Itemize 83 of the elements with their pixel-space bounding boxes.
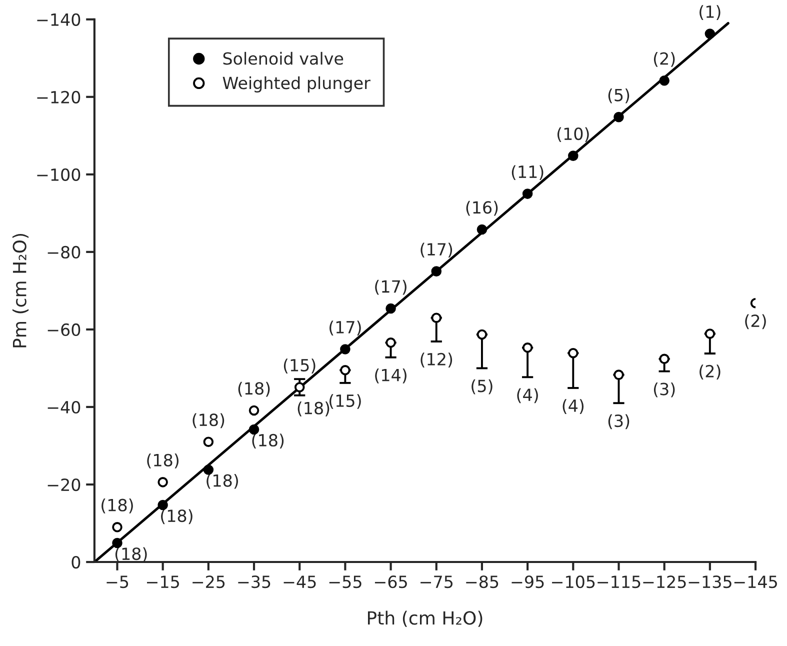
x-axis-title: Pth (cm H₂O) xyxy=(368,610,482,627)
point xyxy=(340,365,350,376)
annotation: (12) xyxy=(420,352,452,368)
point xyxy=(522,342,533,353)
point xyxy=(112,538,122,548)
x-tick-label: −75 xyxy=(420,576,453,588)
x-tick-label: −145 xyxy=(734,576,777,588)
point xyxy=(659,75,670,86)
point xyxy=(386,337,396,348)
annotation: (18) xyxy=(298,402,330,416)
point xyxy=(476,224,488,235)
point xyxy=(704,328,716,339)
annotation: (2) xyxy=(654,52,675,67)
annotation: (18) xyxy=(238,382,270,397)
annotation: (1) xyxy=(700,5,720,20)
annotation: (5) xyxy=(608,88,630,104)
point xyxy=(614,370,624,380)
point xyxy=(248,424,260,435)
x-tick-label: −35 xyxy=(238,576,270,588)
point xyxy=(203,436,214,448)
point xyxy=(294,382,305,392)
annotation: (3) xyxy=(654,382,675,398)
point xyxy=(704,28,716,39)
annotation: (17) xyxy=(330,320,361,336)
annotation: (18) xyxy=(192,413,224,428)
annotation: (5) xyxy=(472,379,492,394)
annotation: (18) xyxy=(115,547,147,562)
point xyxy=(476,329,488,340)
x-tick-label: −125 xyxy=(643,576,686,588)
annotation: (16) xyxy=(466,200,498,216)
point xyxy=(340,344,350,354)
x-tick-label: −55 xyxy=(329,576,362,588)
point xyxy=(568,150,578,161)
annotation: (2) xyxy=(745,314,766,330)
y-axis-title: Pm (cm H₂O) xyxy=(12,234,29,348)
point xyxy=(614,112,624,122)
annotation: (3) xyxy=(608,414,630,430)
annotation: (14) xyxy=(375,368,406,384)
point xyxy=(431,266,442,276)
legend-label: Weighted plunger xyxy=(222,76,370,92)
point xyxy=(112,522,122,532)
annotation: (18) xyxy=(102,498,133,514)
annotation: (17) xyxy=(420,242,452,258)
point xyxy=(158,500,168,510)
annotation: (4) xyxy=(562,399,584,414)
x-tick-label: −115 xyxy=(598,576,640,588)
point xyxy=(431,312,442,323)
annotation: (17) xyxy=(375,280,406,295)
x-tick-label: −25 xyxy=(192,576,225,588)
x-tick-label: −15 xyxy=(147,576,179,588)
x-tick-label: −85 xyxy=(466,576,498,588)
y-tick-label: 0 xyxy=(72,556,80,569)
y-tick-label: −20 xyxy=(48,478,80,492)
y-tick-label: −60 xyxy=(48,323,80,336)
x-tick-label: −95 xyxy=(512,576,544,588)
point xyxy=(203,464,214,475)
y-tick-label: −140 xyxy=(37,13,80,26)
point xyxy=(568,348,578,358)
y-tick-label: −120 xyxy=(37,90,80,104)
y-tick-label: −40 xyxy=(48,400,80,414)
annotation: (18) xyxy=(252,434,284,448)
annotation: (18) xyxy=(206,474,238,489)
x-tick-label: −5 xyxy=(106,576,128,588)
point xyxy=(522,188,533,199)
annotation: (2) xyxy=(700,364,720,380)
annotation: (10) xyxy=(557,127,589,142)
point xyxy=(158,477,168,488)
x-tick-label: −45 xyxy=(284,576,316,588)
annotation: (18) xyxy=(161,509,192,524)
x-tick-label: −135 xyxy=(688,576,732,588)
point xyxy=(386,303,396,314)
point xyxy=(248,405,260,416)
legend-label: Solenoid valve xyxy=(223,52,344,65)
annotation: (15) xyxy=(330,394,361,409)
x-tick-label: −65 xyxy=(374,576,407,588)
annotation: (11) xyxy=(512,165,544,180)
y-tick-label: −100 xyxy=(37,168,80,181)
x-tick-label: −105 xyxy=(552,576,595,588)
y-tick-label: −80 xyxy=(48,246,80,259)
point xyxy=(659,354,670,364)
annotation: (4) xyxy=(517,388,538,404)
annotation: (18) xyxy=(147,454,178,468)
annotation: (15) xyxy=(284,358,316,374)
